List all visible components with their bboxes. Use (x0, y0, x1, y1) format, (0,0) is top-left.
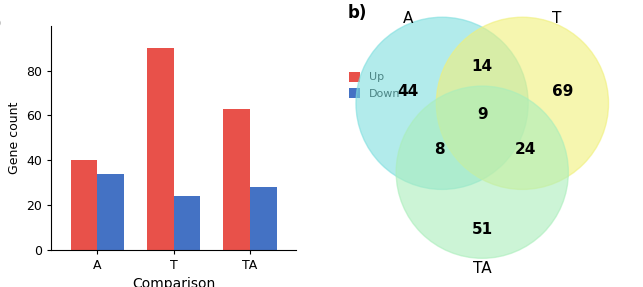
Text: 24: 24 (514, 142, 536, 157)
Circle shape (356, 17, 528, 189)
Text: 8: 8 (434, 142, 444, 157)
Bar (71, 160, 97, 250)
Y-axis label: Gene count: Gene count (8, 102, 21, 174)
Circle shape (437, 17, 608, 189)
Text: 44: 44 (397, 84, 418, 99)
Text: TA: TA (473, 261, 491, 276)
Text: a): a) (0, 15, 2, 33)
Bar (97, 174, 124, 250)
Legend: Up, Down: Up, Down (349, 72, 400, 99)
Text: 51: 51 (472, 222, 493, 237)
Bar (250, 187, 276, 250)
Text: T: T (552, 11, 561, 26)
Text: 69: 69 (552, 84, 574, 99)
Bar (147, 48, 174, 250)
Text: 14: 14 (472, 59, 493, 73)
Text: A: A (403, 11, 413, 26)
Circle shape (396, 86, 568, 258)
X-axis label: Comparison: Comparison (132, 277, 215, 287)
Bar (223, 109, 250, 250)
Text: 9: 9 (477, 107, 487, 122)
Bar (174, 196, 201, 250)
Text: b): b) (347, 4, 367, 22)
